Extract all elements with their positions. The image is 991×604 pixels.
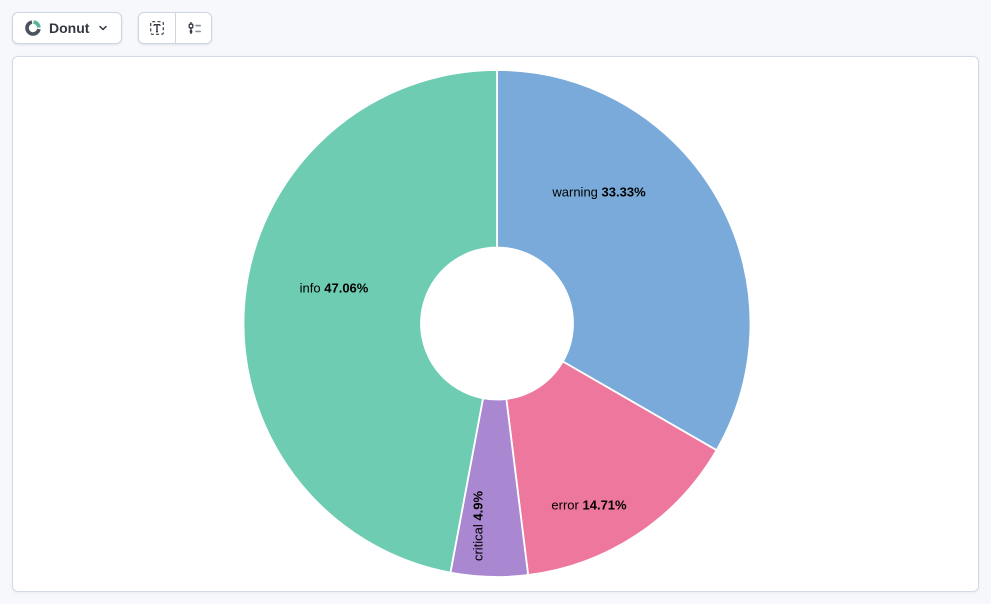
value-labels-icon xyxy=(149,20,165,36)
chart-type-button[interactable]: Donut xyxy=(12,12,123,44)
donut-slice-warning[interactable] xyxy=(496,69,752,452)
legend-icon xyxy=(186,20,202,36)
legend-button[interactable] xyxy=(175,13,212,43)
chevron-down-icon xyxy=(97,22,109,34)
donut-chart-icon xyxy=(25,20,41,36)
value-labels-button[interactable] xyxy=(139,13,176,43)
chart-type-label: Donut xyxy=(49,20,90,36)
chart-toolbar: Donut xyxy=(12,12,213,44)
donut-slice-error[interactable] xyxy=(505,360,718,576)
donut-svg xyxy=(242,69,752,578)
donut-slice-info[interactable] xyxy=(242,69,498,574)
chart-panel: warning 33.33% error 14.71% critical 4.9… xyxy=(12,56,979,592)
toolbar-icon-button-group xyxy=(138,12,213,44)
